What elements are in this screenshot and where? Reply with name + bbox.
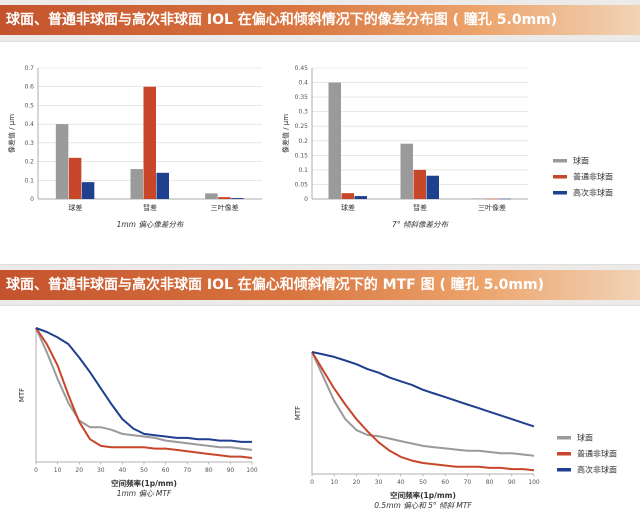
chart-bar-legend-swatch: [553, 191, 567, 195]
chart2-bar: [400, 143, 413, 199]
chart1-ytick-label: 0.7: [24, 65, 34, 72]
chart2-ytick-label: 0: [304, 196, 308, 203]
chart1-bar: [143, 86, 156, 199]
chart2-ytick-label: 0.45: [295, 65, 309, 72]
chart3-xtick-label: 30: [97, 467, 105, 474]
chart2-y-axis-label: 像差值 / μm: [281, 114, 290, 153]
chart2-ytick-label: 0.05: [295, 181, 309, 188]
chart1-ytick-label: 0.5: [24, 102, 34, 109]
chart3-xtick-label: 10: [54, 467, 62, 474]
chart2-ytick-label: 0.25: [295, 123, 309, 130]
chart2-category-label: 彗差: [413, 203, 427, 212]
chart3-xtick-label: 80: [205, 467, 213, 474]
chart-mtf-legend-swatch: [557, 468, 571, 472]
chart4-xtick-label: 50: [419, 479, 427, 486]
chart2-subtitle: 7° 倾斜像差分布: [392, 220, 449, 229]
chart1-ytick-label: 0.6: [24, 84, 34, 91]
chart-bar-legend-label: 球面: [573, 156, 589, 166]
chart2-bar: [498, 198, 511, 200]
chart4-subtitle: 0.5mm 偏心和 5° 倾斜 MTF: [374, 501, 472, 510]
section-title-aberration: 球面、普通非球面与高次非球面 IOL 在偏心和倾斜情况下的像差分布图 ( 瞳孔 …: [0, 5, 640, 35]
chart1-bar: [156, 172, 169, 199]
chart2-ytick-label: 0.2: [298, 138, 308, 145]
chart1-bar: [205, 193, 218, 199]
chart-bar-legend-swatch: [553, 175, 567, 179]
chart4-xtick-label: 20: [353, 479, 361, 486]
chart3-xtick-label: 50: [140, 467, 148, 474]
chart-mtf-legend-swatch: [557, 452, 571, 456]
chart-mtf-legend-swatch: [557, 436, 571, 440]
chart2-ytick-label: 0.3: [298, 109, 308, 116]
mtf-panel: 0 10 20 30 40 50 60 70 80 90 100 MTF 空间频率(1p/mm) 1mm …: [0, 306, 640, 528]
chart2-bar: [354, 196, 367, 199]
chart3-xtick-label: 100: [246, 467, 258, 474]
chart2-bar: [472, 198, 485, 199]
chart4-xtick-label: 90: [508, 479, 516, 486]
chart2-bar: [341, 193, 354, 199]
chart1-category-label: 三叶像差: [211, 203, 239, 212]
chart1-bar: [81, 182, 95, 199]
chart2-bar: [426, 175, 439, 199]
chart4-series-line: [311, 351, 535, 472]
chart3-xtick-label: 70: [183, 467, 191, 474]
chart1-bar: [68, 157, 82, 199]
chart1-ytick-label: 0.2: [24, 159, 34, 166]
chart3-series-line: [35, 327, 252, 443]
chart3-y-axis-label: MTF: [18, 388, 26, 402]
aberration-panel: 0 0.1 0.2 0.3 0.4 0.5 0.6 0.7 球差 彗差 三叶像差 像差值 / μm 1m…: [0, 42, 640, 264]
chart2-ytick-label: 0.1: [298, 167, 308, 174]
chart4-xtick-label: 100: [528, 479, 540, 486]
chart4-xtick-label: 0: [310, 479, 314, 486]
chart3-xtick-label: 40: [119, 467, 127, 474]
chart2-category-label: 球差: [341, 203, 355, 212]
chart2-ytick-label: 0.35: [295, 94, 309, 101]
chart1-bar: [231, 198, 244, 199]
chart3-xtick-label: 0: [34, 467, 38, 474]
chart1-bar: [130, 169, 143, 199]
chart3-xtick-label: 90: [227, 467, 235, 474]
chart3-series-line: [35, 327, 253, 451]
chart1-category-label: 球差: [68, 203, 82, 212]
chart1-y-axis-label: 像差值 / μm: [7, 114, 16, 153]
chart3-subtitle: 1mm 偏心 MTF: [117, 489, 172, 498]
chart1-ytick-label: 0.3: [24, 140, 34, 147]
chart4-y-axis-label: MTF: [294, 406, 302, 420]
chart1-ytick-label: 0: [30, 196, 34, 203]
chart-mtf-legend-label: 球面: [577, 433, 593, 443]
chart-bar-legend-swatch: [553, 159, 567, 163]
chart2-bar: [413, 169, 426, 199]
chart4-x-axis-label: 空间频率(1p/mm): [390, 490, 456, 500]
chart4-xtick-label: 10: [330, 479, 338, 486]
chart1-bar: [218, 197, 231, 199]
chart3-xtick-label: 20: [75, 467, 83, 474]
chart3-series-line: [35, 327, 253, 459]
chart-bar-legend-label: 高次非球面: [573, 188, 613, 198]
chart3-x-axis-label: 空间频率(1p/mm): [111, 478, 177, 488]
chart1-bar: [55, 124, 69, 199]
chart4-series-line: [311, 351, 535, 428]
chart2-bar: [485, 198, 498, 200]
aberration-charts: 0 0.1 0.2 0.3 0.4 0.5 0.6 0.7 球差 彗差 三叶像差 像差值 / μm 1m…: [7, 65, 613, 229]
chart2-ytick-label: 0.4: [298, 80, 308, 87]
section-title-mtf: 球面、普通非球面与高次非球面 IOL 在偏心和倾斜情况下的 MTF 图 ( 瞳孔…: [0, 270, 640, 300]
chart2-ytick-label: 0.15: [295, 152, 309, 159]
chart-mtf-legend-label: 普通非球面: [577, 449, 617, 459]
chart2-category-label: 三叶像差: [478, 203, 506, 212]
chart4-xtick-label: 70: [464, 479, 472, 486]
chart4-xtick-label: 30: [375, 479, 383, 486]
chart-bar-legend-label: 普通非球面: [573, 172, 613, 182]
chart3-xtick-label: 60: [162, 467, 170, 474]
chart4-xtick-label: 40: [397, 479, 405, 486]
chart4-series-line: [311, 351, 535, 457]
chart1-subtitle: 1mm 偏心像差分布: [117, 220, 185, 229]
chart-mtf-legend-label: 高次非球面: [577, 465, 617, 475]
chart4-xtick-label: 80: [486, 479, 494, 486]
chart1-ytick-label: 0.4: [24, 121, 34, 128]
chart1-category-label: 彗差: [143, 203, 157, 212]
chart4-xtick-label: 60: [441, 479, 449, 486]
mtf-charts: 0 10 20 30 40 50 60 70 80 90 100MTF空间频率(1p/mm)1mm …: [18, 327, 617, 510]
chart2-bar: [328, 82, 341, 199]
chart1-ytick-label: 0.1: [24, 177, 34, 184]
